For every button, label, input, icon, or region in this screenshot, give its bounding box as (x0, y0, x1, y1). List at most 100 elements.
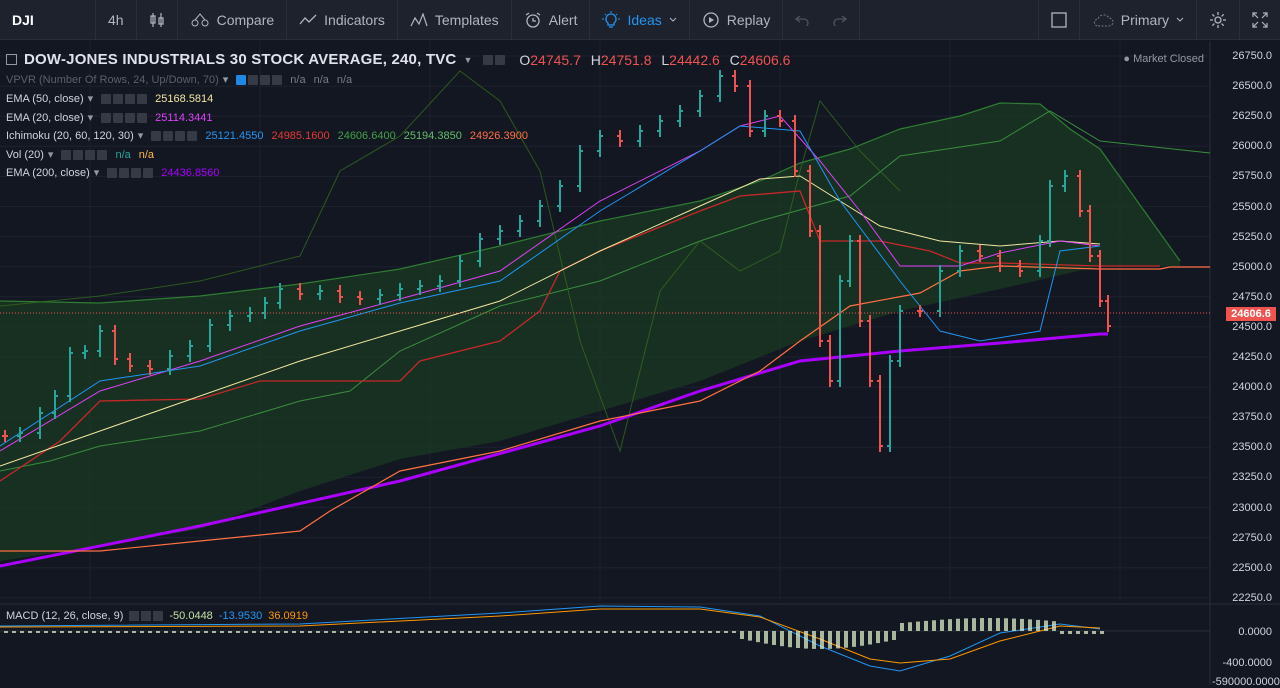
macd-histogram-bar (956, 618, 960, 631)
main-series-legend: DOW-JONES INDUSTRIALS 30 STOCK AVERAGE, … (6, 51, 790, 68)
macd-histogram-bar (500, 631, 504, 633)
macd-histogram-bar (436, 631, 440, 633)
macd-name: MACD (12, 26, close, 9) (6, 610, 124, 622)
macd-histogram-bar (508, 631, 512, 633)
chevron-down-icon (1176, 17, 1184, 22)
macd-histogram-bar (156, 631, 160, 633)
indicator-value: n/a (336, 73, 353, 86)
macd-histogram-bar (84, 631, 88, 633)
ideas-button[interactable]: Ideas (590, 0, 690, 40)
macd-histogram-bar (980, 618, 984, 631)
indicator-legend-row[interactable]: EMA (50, close) ▾ 25168.5814 (6, 92, 217, 106)
macd-legend: MACD (12, 26, close, 9) -50.0448 -13.953… (6, 610, 308, 622)
indicator-legend-row[interactable]: EMA (20, close) ▾ 25114.3441 (6, 111, 216, 125)
indicator-value: 24985.1600 (271, 129, 330, 142)
indicator-controls[interactable] (236, 74, 283, 85)
compare-button[interactable]: Compare (178, 0, 288, 40)
settings-button[interactable] (1197, 0, 1240, 40)
macd-histogram-bar (60, 631, 64, 633)
interval-button[interactable]: 4h (96, 0, 137, 40)
macd-histogram-bar (1028, 619, 1032, 631)
chevron-down-icon[interactable]: ▾ (87, 93, 94, 105)
price-chart[interactable] (0, 41, 1280, 685)
macd-controls[interactable] (129, 611, 164, 621)
chevron-down-icon[interactable]: ▾ (222, 74, 229, 86)
indicator-value: 25194.3850 (403, 129, 462, 142)
indicator-name: Vol (20) (6, 148, 44, 161)
macd-histogram-bar (916, 621, 920, 631)
chevron-down-icon[interactable]: ▼ (463, 54, 473, 65)
macd-histogram-bar (812, 631, 816, 649)
indicator-controls[interactable] (107, 167, 154, 178)
indicator-controls[interactable] (101, 93, 148, 104)
fullscreen-button[interactable] (1240, 0, 1280, 40)
price-axis-label: 26500.0 (1232, 80, 1272, 93)
chevron-down-icon[interactable]: ▾ (47, 149, 54, 161)
macd-histogram-bar (660, 631, 664, 633)
layout-save-button[interactable]: Primary (1080, 0, 1197, 40)
macd-histogram-bar (492, 631, 496, 633)
price-axis-label: 24750.0 (1232, 290, 1272, 303)
macd-line-value: -13.9530 (218, 610, 263, 622)
indicator-value: 24926.3900 (469, 129, 528, 142)
macd-histogram-bar (988, 618, 992, 631)
macd-histogram-bar (684, 631, 688, 633)
macd-histogram-bar (52, 631, 56, 633)
undo-button[interactable] (783, 0, 821, 40)
interval-label: 4h (108, 11, 124, 28)
indicators-button[interactable]: Indicators (287, 0, 398, 40)
macd-axis-label: -590000.0000 (1212, 676, 1280, 688)
indicator-controls[interactable] (101, 112, 148, 123)
macd-histogram-bar (1020, 618, 1024, 631)
macd-histogram-bar (124, 631, 128, 633)
macd-histogram-bar (1076, 631, 1080, 634)
macd-histogram-bar (428, 631, 432, 633)
chart-area[interactable] (0, 41, 1280, 685)
top-toolbar: DJI 4h Compare Indicators Templates Aler… (0, 0, 1280, 40)
templates-button[interactable]: Templates (398, 0, 512, 40)
macd-histogram-bar (20, 631, 24, 633)
chevron-down-icon[interactable]: ▾ (93, 167, 100, 179)
replay-button[interactable]: Replay (690, 0, 784, 40)
macd-histogram-bar (652, 631, 656, 633)
indicator-legend-row[interactable]: Ichimoku (20, 60, 120, 30) ▾ 25121.4550 249… (6, 129, 532, 143)
market-status: ● Market Closed (1123, 53, 1204, 65)
open-value: 24745.7 (530, 51, 581, 68)
macd-histogram-bar (188, 631, 192, 633)
gear-icon (1210, 11, 1226, 28)
collapse-icon[interactable] (6, 54, 17, 65)
replay-label: Replay (726, 11, 771, 28)
low-value: 24442.6 (669, 51, 720, 68)
fullscreen-toggle-button[interactable] (1037, 0, 1080, 40)
indicators-icon (299, 14, 317, 24)
redo-button[interactable] (821, 0, 861, 40)
macd-histogram-bar (4, 631, 8, 633)
compare-icon (191, 12, 209, 26)
macd-histogram-bar (740, 631, 744, 639)
chevron-down-icon[interactable]: ▾ (137, 130, 144, 142)
macd-histogram-bar (364, 631, 368, 633)
indicator-legend-row[interactable]: EMA (200, close) ▾ 24436.8560 (6, 166, 223, 180)
macd-histogram-bar (644, 631, 648, 633)
chevron-down-icon[interactable]: ▾ (87, 112, 94, 124)
macd-histogram-bar (372, 631, 376, 633)
alert-button[interactable]: Alert (512, 0, 591, 40)
indicator-value: 25121.4550 (205, 129, 264, 142)
macd-histogram-bar (76, 631, 80, 633)
price-axis-label: 22500.0 (1232, 561, 1272, 574)
indicator-value: 24606.6400 (337, 129, 396, 142)
indicator-value: n/a (313, 73, 329, 86)
indicator-controls[interactable] (151, 130, 198, 141)
indicator-controls[interactable] (61, 149, 108, 160)
indicator-legend-row[interactable]: Vol (20) ▾ n/a n/a (6, 148, 158, 162)
macd-histogram-bar (220, 631, 224, 633)
macd-histogram-bar (260, 631, 264, 633)
macd-histogram-bar (1060, 631, 1064, 634)
chart-style-button[interactable] (137, 0, 178, 40)
indicator-legend-row[interactable]: VPVR (Number Of Rows, 24, Up/Down, 70) ▾ n… (6, 73, 356, 87)
macd-histogram-bar (132, 631, 136, 633)
macd-histogram-bar (724, 631, 728, 633)
symbol-search-button[interactable]: DJI (0, 0, 96, 40)
series-controls[interactable] (483, 54, 506, 65)
macd-histogram-bar (844, 631, 848, 648)
